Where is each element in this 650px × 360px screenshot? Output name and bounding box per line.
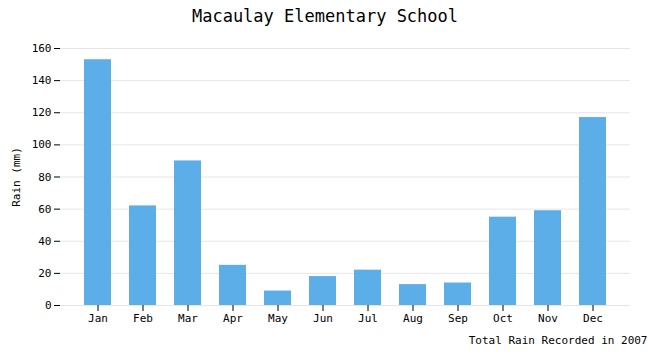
svg-text:160: 160 — [32, 42, 52, 55]
svg-text:100: 100 — [32, 138, 52, 151]
svg-text:20: 20 — [38, 267, 51, 280]
html-text:Macaulay Elementary School: Macaulay Elementary School — [191, 6, 458, 26]
svg-text:120: 120 — [32, 106, 52, 119]
svg-text:Dec: Dec — [583, 312, 603, 325]
svg-text:60: 60 — [38, 203, 51, 216]
svg-text:Rain (mm): Rain (mm) — [10, 147, 23, 207]
svg-text:0: 0 — [45, 299, 52, 312]
svg-text:140: 140 — [32, 74, 52, 87]
svg-text:Aug: Aug — [403, 312, 423, 325]
svg-text:Total Rain Recorded in 2007: Total Rain Recorded in 2007 — [469, 334, 648, 347]
svg-text:Jan: Jan — [88, 312, 108, 325]
svg-text:Mar: Mar — [178, 312, 198, 325]
svg-text:Jul: Jul — [358, 312, 378, 325]
svg-text:Nov: Nov — [538, 312, 558, 325]
svg-text:40: 40 — [38, 235, 51, 248]
svg-text:May: May — [268, 312, 288, 325]
svg-text:Sep: Sep — [448, 312, 468, 325]
svg-text:Apr: Apr — [223, 312, 243, 325]
svg-text:80: 80 — [38, 171, 51, 184]
svg-text:Oct: Oct — [493, 312, 513, 325]
svg-text:Jun: Jun — [313, 312, 333, 325]
svg-text:Feb: Feb — [133, 312, 153, 325]
